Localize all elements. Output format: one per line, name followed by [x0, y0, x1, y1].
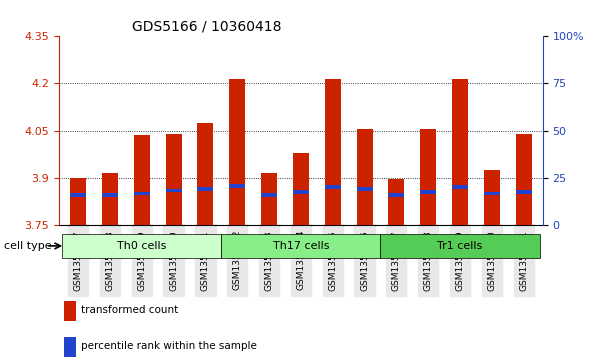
FancyBboxPatch shape: [62, 234, 221, 258]
Bar: [484, 192, 500, 196]
Bar: [293, 153, 309, 225]
Bar: [64, 337, 76, 356]
Bar: [261, 193, 277, 197]
Bar: [198, 187, 214, 191]
Bar: [356, 129, 372, 225]
Bar: [198, 123, 214, 225]
Bar: [484, 170, 500, 225]
Bar: [102, 173, 118, 225]
Text: cell type: cell type: [4, 241, 51, 251]
Bar: [356, 187, 372, 191]
Text: percentile rank within the sample: percentile rank within the sample: [81, 341, 257, 351]
Bar: [261, 173, 277, 225]
Bar: [64, 301, 76, 321]
Bar: [452, 79, 468, 225]
Bar: [388, 193, 404, 197]
Bar: [420, 190, 436, 194]
Bar: [70, 178, 86, 225]
Bar: [293, 190, 309, 194]
Bar: [324, 79, 340, 225]
Bar: [388, 179, 404, 225]
Text: GDS5166 / 10360418: GDS5166 / 10360418: [132, 20, 281, 34]
Bar: [516, 190, 532, 194]
Bar: [70, 193, 86, 197]
Text: transformed count: transformed count: [81, 305, 178, 315]
Bar: [166, 134, 182, 225]
Bar: [420, 129, 436, 225]
Bar: [324, 185, 340, 189]
Bar: [230, 79, 245, 225]
Bar: [134, 192, 150, 196]
Bar: [166, 188, 182, 192]
Bar: [230, 184, 245, 188]
Text: Th17 cells: Th17 cells: [273, 241, 329, 251]
FancyBboxPatch shape: [381, 234, 540, 258]
Bar: [452, 185, 468, 189]
Text: Tr1 cells: Tr1 cells: [437, 241, 483, 251]
FancyBboxPatch shape: [221, 234, 381, 258]
Bar: [102, 193, 118, 197]
Text: Th0 cells: Th0 cells: [117, 241, 166, 251]
Bar: [516, 134, 532, 225]
Bar: [134, 135, 150, 225]
